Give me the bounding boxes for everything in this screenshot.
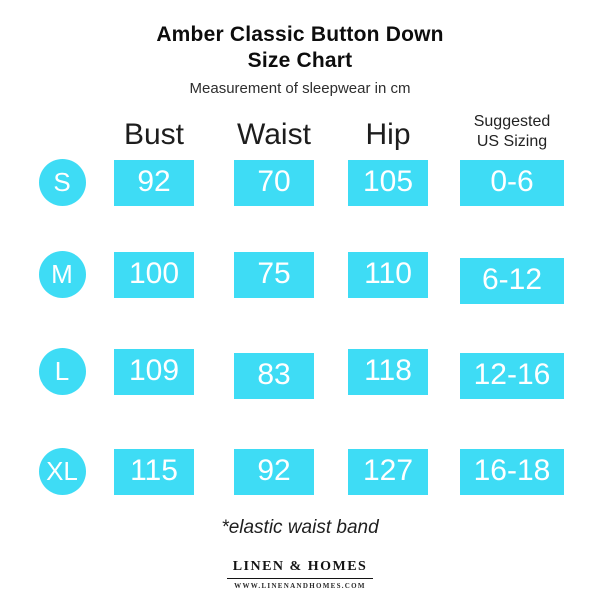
us-sizing-value-l: 12-16 <box>460 352 564 399</box>
column-header-waist: Waist <box>237 118 311 152</box>
brand-logo: LINEN & HOMES WWW.LINENANDHOMES.COM <box>0 557 600 590</box>
bust-value-xl: 115 <box>114 448 194 495</box>
page-title: Amber Classic Button Down Size Chart <box>156 23 444 72</box>
us-sizing-value-s: 0-6 <box>460 159 564 206</box>
waist-value-m: 75 <box>234 251 314 298</box>
table-row-m: M 100 75 110 6-12 <box>0 251 600 304</box>
hip-value-m: 110 <box>348 251 428 298</box>
bust-value-l: 109 <box>114 348 194 395</box>
table-header-row: Bust Waist Hip Suggested US Sizing <box>0 102 600 155</box>
hip-value-xl: 127 <box>348 448 428 495</box>
us-sizing-value-m: 6-12 <box>460 257 564 304</box>
waist-value-xl: 92 <box>234 448 314 495</box>
waist-value-s: 70 <box>234 159 314 206</box>
footnote: *elastic waist band <box>221 517 379 539</box>
bust-value-s: 92 <box>114 159 194 206</box>
waist-value-l: 83 <box>234 352 314 399</box>
size-badge-xl: XL <box>38 448 86 496</box>
hip-value-s: 105 <box>348 159 428 206</box>
bust-value-m: 100 <box>114 251 194 298</box>
table-row-xl: XL 115 92 127 16-18 <box>0 448 600 496</box>
table-row-l: L 109 83 118 12-16 <box>0 348 600 399</box>
page-subtitle: Measurement of sleepwear in cm <box>189 80 411 98</box>
size-badge-l: L <box>38 348 86 396</box>
column-header-hip: Hip <box>365 118 411 152</box>
brand-name: LINEN & HOMES <box>226 559 374 580</box>
size-badge-s: S <box>38 159 86 207</box>
column-header-us-sizing: Suggested US Sizing <box>473 112 551 151</box>
brand-url: WWW.LINENANDHOMES.COM <box>234 582 366 591</box>
column-header-bust: Bust <box>123 118 185 152</box>
hip-value-l: 118 <box>348 348 428 395</box>
size-badge-m: M <box>38 251 86 299</box>
table-row-s: S 92 70 105 0-6 <box>0 159 600 207</box>
us-sizing-value-xl: 16-18 <box>460 448 564 495</box>
